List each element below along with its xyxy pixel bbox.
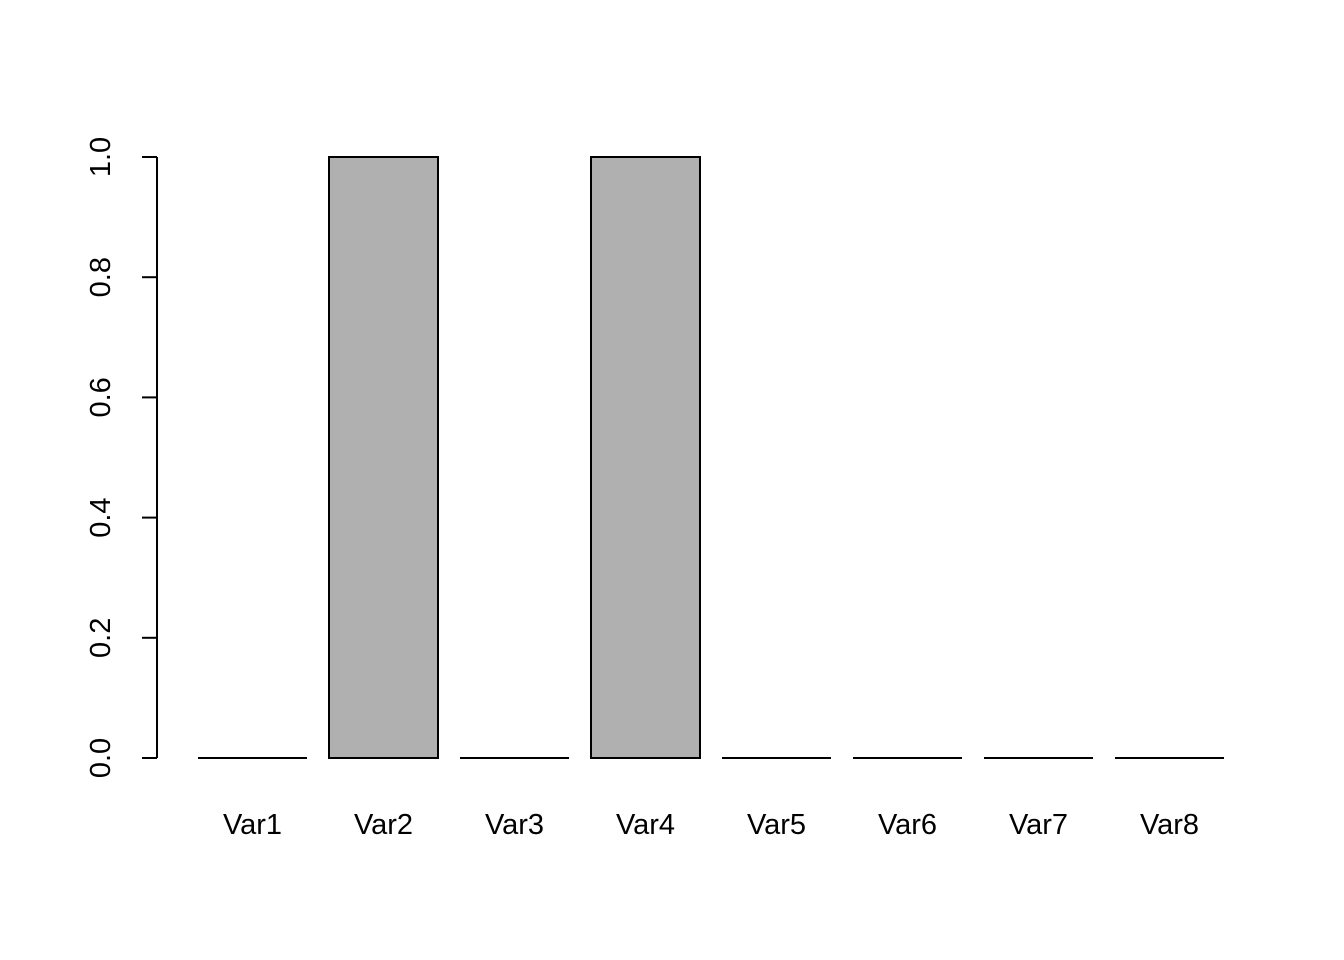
x-category-label: Var7 — [1009, 809, 1068, 841]
x-category-label: Var2 — [354, 809, 413, 841]
y-tick-label: 0.6 — [85, 377, 117, 417]
y-tick-label: 0.2 — [85, 618, 117, 658]
x-category-label: Var5 — [747, 809, 806, 841]
x-axis-labels: Var1 Var2 Var3 Var4 Var5 Var6 Var7 Var8 — [223, 809, 1199, 841]
y-tick-label: 0.4 — [85, 497, 117, 537]
y-tick-label: 1.0 — [85, 137, 117, 177]
x-category-label: Var3 — [485, 809, 544, 841]
bars — [198, 156, 1224, 759]
y-tick-label: 0.0 — [85, 738, 117, 778]
x-category-label: Var6 — [878, 809, 937, 841]
bar-var2 — [328, 156, 439, 759]
bar-var4 — [590, 156, 701, 759]
y-tick-label: 0.8 — [85, 257, 117, 297]
x-category-label: Var1 — [223, 809, 282, 841]
y-axis: 0.0 0.2 0.4 0.6 0.8 1.0 — [85, 137, 158, 778]
x-category-label: Var8 — [1140, 809, 1199, 841]
x-category-label: Var4 — [616, 809, 675, 841]
